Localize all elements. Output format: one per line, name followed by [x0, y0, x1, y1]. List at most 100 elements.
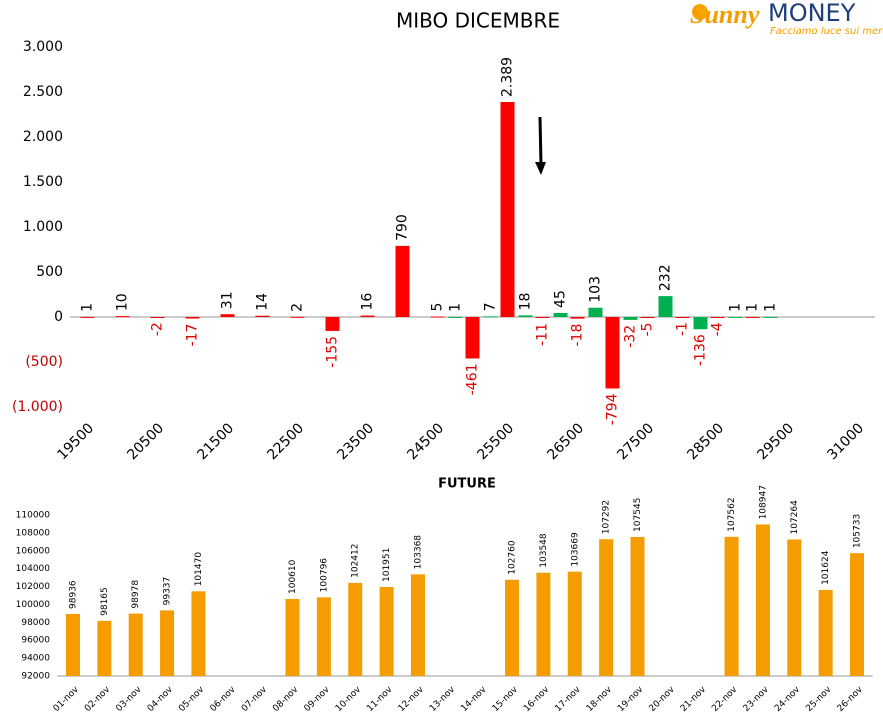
bar [755, 524, 770, 676]
chart-title: MIBO DICEMBRE [396, 9, 560, 33]
data-label: 100610 [288, 559, 298, 594]
bar [535, 317, 550, 318]
data-label: 107292 [602, 500, 612, 534]
data-label: -1 [675, 322, 691, 336]
x-tick-label: 20500 [124, 420, 167, 463]
data-label: 102760 [508, 540, 518, 575]
x-tick-label: 17-nov [553, 684, 583, 714]
data-label: 1 [745, 303, 761, 312]
x-tick-label: 08-nov [271, 684, 301, 714]
bar [128, 613, 143, 676]
data-label: 100796 [319, 558, 329, 593]
data-label: 1 [448, 303, 464, 312]
bar [763, 316, 778, 318]
bar [623, 317, 638, 320]
bar [80, 316, 95, 318]
data-label: 18 [518, 293, 534, 311]
bar [850, 553, 865, 676]
data-label: 1 [728, 303, 744, 312]
x-tick-label: 24500 [404, 420, 447, 463]
bar [630, 536, 645, 676]
y-tick-label: 104000 [16, 564, 51, 574]
y-tick-label: 100000 [16, 600, 51, 610]
y-tick-label: (1.000) [12, 399, 63, 415]
data-label: -17 [185, 324, 201, 347]
y-tick-label: 2.000 [23, 129, 63, 145]
chart-title: FUTURE [438, 477, 496, 492]
bar [536, 572, 551, 676]
bar [97, 620, 112, 676]
data-label: 103548 [539, 533, 549, 568]
x-tick-label: 28500 [684, 420, 727, 463]
x-tick-label: 04-nov [146, 684, 176, 714]
bar [220, 314, 235, 317]
bar [316, 597, 331, 676]
x-tick-label: 10-nov [334, 684, 364, 714]
x-tick-label: 27500 [614, 420, 657, 463]
bar [115, 316, 130, 318]
x-tick-label: 19500 [54, 420, 97, 463]
data-label: 45 [553, 290, 569, 308]
data-label: 5 [430, 303, 446, 312]
data-label: 107545 [633, 498, 643, 532]
data-label: 102412 [351, 544, 361, 578]
bar [728, 316, 743, 318]
bar [787, 539, 802, 676]
x-tick-label: 03-nov [114, 684, 144, 714]
logo: Sunny MONEY Facciamo luce sui mercati [690, 0, 883, 37]
logo-name: MONEY [768, 0, 856, 27]
bar [160, 610, 175, 676]
bar [395, 245, 410, 317]
bar [150, 317, 165, 318]
x-tick-label: 05-nov [177, 684, 207, 714]
x-tick-label: 13-nov [428, 684, 458, 714]
data-label: -461 [465, 363, 481, 395]
bar [570, 317, 585, 319]
x-tick-label: 22-nov [710, 684, 740, 714]
bar [430, 316, 445, 318]
y-tick-label: 2.500 [23, 84, 63, 100]
x-tick-label: 19-nov [616, 684, 646, 714]
data-label: -4 [710, 322, 726, 336]
x-tick-label: 02-nov [83, 684, 113, 714]
y-tick-label: 110000 [16, 511, 51, 521]
x-tick-label: 26-nov [836, 684, 866, 714]
data-label: 31 [220, 291, 236, 309]
data-label: -155 [325, 336, 341, 368]
bar [185, 317, 200, 319]
bar [465, 317, 480, 359]
x-tick-label: 21500 [194, 420, 237, 463]
annotation-arrow [535, 116, 546, 175]
x-tick-label: 21-nov [679, 684, 709, 714]
bar [599, 539, 614, 676]
x-tick-label: 06-nov [209, 684, 239, 714]
data-label: 1 [763, 303, 779, 312]
y-tick-label: 3.000 [23, 39, 63, 55]
bar [360, 315, 375, 317]
data-label: 107264 [790, 500, 800, 535]
x-tick-label: 24-nov [773, 684, 803, 714]
x-tick-label: 29500 [754, 420, 797, 463]
bar [710, 317, 725, 318]
data-label: 2 [290, 303, 306, 312]
data-label: 105733 [853, 514, 863, 548]
y-tick-label: 1.500 [23, 174, 63, 190]
bar [348, 582, 363, 676]
data-label: 101470 [194, 552, 204, 587]
x-tick-label: 07-nov [240, 684, 270, 714]
bar [675, 317, 690, 318]
bar [505, 579, 520, 676]
x-tick-label: 20-nov [648, 684, 678, 714]
data-label: 2.389 [500, 57, 516, 97]
y-tick-label: 102000 [16, 582, 51, 592]
y-tick-label: 500 [36, 264, 63, 280]
data-label: 98936 [68, 580, 78, 609]
bar [724, 536, 739, 676]
data-label: 103 [588, 276, 604, 303]
data-label: 99337 [163, 577, 173, 606]
bar [483, 316, 498, 318]
bar [658, 296, 673, 317]
bar [567, 571, 582, 676]
x-tick-label: 25500 [474, 420, 517, 463]
